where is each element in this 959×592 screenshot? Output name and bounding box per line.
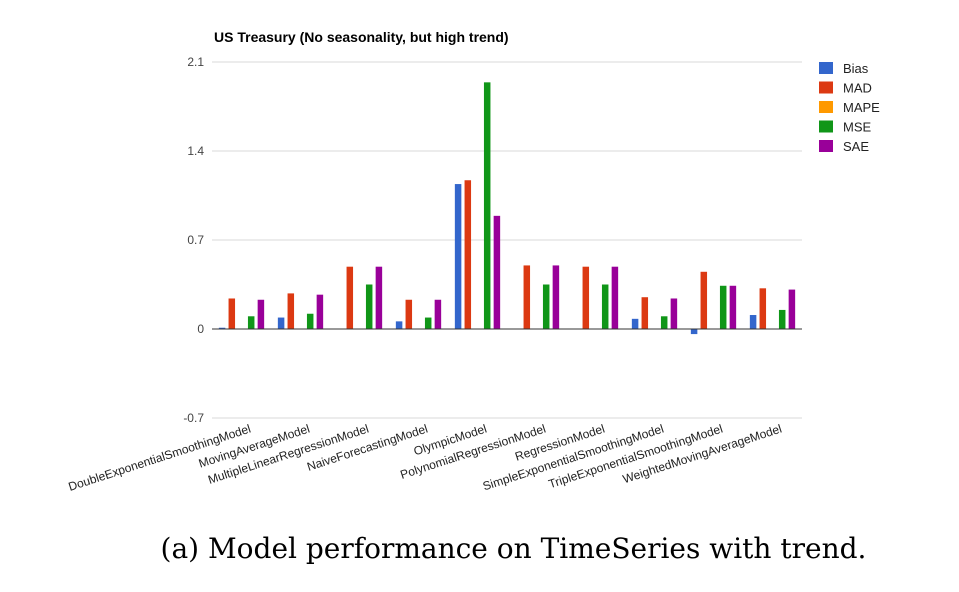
- bar-bias-olympicmodel: [454, 184, 462, 329]
- legend-label-mad: MAD: [843, 81, 872, 96]
- bar-mse-simpleexponentialsmoothingmodel: [660, 316, 668, 329]
- bar-sae-doubleexponentialsmoothingmodel: [257, 299, 265, 329]
- bar-bias-movingaveragemodel: [277, 317, 285, 329]
- gridlines: [212, 61, 802, 419]
- bar-bias-simpleexponentialsmoothingmodel: [631, 318, 639, 329]
- bar-mse-polynomialregressionmodel: [542, 284, 550, 329]
- bar-sae-regressionmodel: [611, 266, 619, 329]
- bar-sae-tripleexponentialsmoothingmodel: [729, 285, 737, 329]
- bar-mad-doubleexponentialsmoothingmodel: [228, 298, 236, 329]
- bar-mse-doubleexponentialsmoothingmodel: [247, 316, 255, 329]
- legend-swatch-mad: [819, 81, 833, 94]
- y-tick-label: 0: [197, 322, 204, 336]
- bar-bias-weightedmovingaveragemodel: [749, 315, 757, 329]
- figure-caption: (a) Model performance on TimeSeries with…: [160, 532, 867, 565]
- y-axis-ticks: 2.1 1.4 0.7 0 -0.7: [183, 55, 204, 425]
- chart-title: US Treasury (No seasonality, but high tr…: [214, 29, 509, 45]
- bar-bias-tripleexponentialsmoothingmodel: [690, 329, 698, 335]
- y-tick-label: 0.7: [187, 233, 204, 247]
- bar-mad-simpleexponentialsmoothingmodel: [641, 297, 649, 329]
- bar-sae-naiveforecastingmodel: [434, 299, 442, 329]
- bars: [218, 82, 796, 335]
- legend-label-bias: Bias: [843, 61, 869, 76]
- bar-mse-tripleexponentialsmoothingmodel: [719, 285, 727, 329]
- legend-swatch-mse: [819, 120, 833, 133]
- bar-sae-simpleexponentialsmoothingmodel: [670, 298, 678, 329]
- bar-sae-multiplelinearregressionmodel: [375, 266, 383, 329]
- bar-mad-regressionmodel: [582, 266, 590, 329]
- bar-mad-naiveforecastingmodel: [405, 299, 413, 329]
- bar-sae-weightedmovingaveragemodel: [788, 289, 796, 329]
- bar-mad-tripleexponentialsmoothingmodel: [700, 271, 708, 329]
- legend-label-mape: MAPE: [843, 100, 880, 115]
- bar-mse-movingaveragemodel: [306, 313, 314, 329]
- legend: Bias MAD MAPE MSE SAE: [819, 61, 880, 154]
- bar-mse-regressionmodel: [601, 284, 609, 329]
- y-tick-label: -0.7: [183, 411, 204, 425]
- legend-swatch-sae: [819, 140, 833, 152]
- bar-chart: US Treasury (No seasonality, but high tr…: [67, 29, 881, 494]
- bar-bias-doubleexponentialsmoothingmodel: [218, 327, 226, 329]
- bar-mse-olympicmodel: [483, 82, 491, 329]
- y-tick-label: 1.4: [187, 144, 204, 158]
- bar-sae-polynomialregressionmodel: [552, 265, 560, 329]
- bar-mad-weightedmovingaveragemodel: [759, 288, 767, 329]
- bar-mse-naiveforecastingmodel: [424, 317, 432, 329]
- legend-label-mse: MSE: [843, 120, 872, 135]
- y-tick-label: 2.1: [187, 55, 204, 69]
- legend-label-sae: SAE: [843, 139, 869, 154]
- legend-swatch-mape: [819, 101, 833, 113]
- bar-mad-polynomialregressionmodel: [523, 265, 531, 329]
- bar-sae-movingaveragemodel: [316, 294, 324, 329]
- bar-mse-weightedmovingaveragemodel: [778, 309, 786, 329]
- bar-mse-multiplelinearregressionmodel: [365, 284, 373, 329]
- bar-mad-multiplelinearregressionmodel: [346, 266, 354, 329]
- legend-swatch-bias: [819, 62, 833, 74]
- bar-mad-movingaveragemodel: [287, 293, 295, 329]
- bar-bias-naiveforecastingmodel: [395, 321, 403, 329]
- bar-sae-olympicmodel: [493, 215, 501, 329]
- x-axis-labels: DoubleExponentialSmoothingModelMovingAve…: [67, 422, 784, 494]
- bar-mad-olympicmodel: [464, 180, 472, 329]
